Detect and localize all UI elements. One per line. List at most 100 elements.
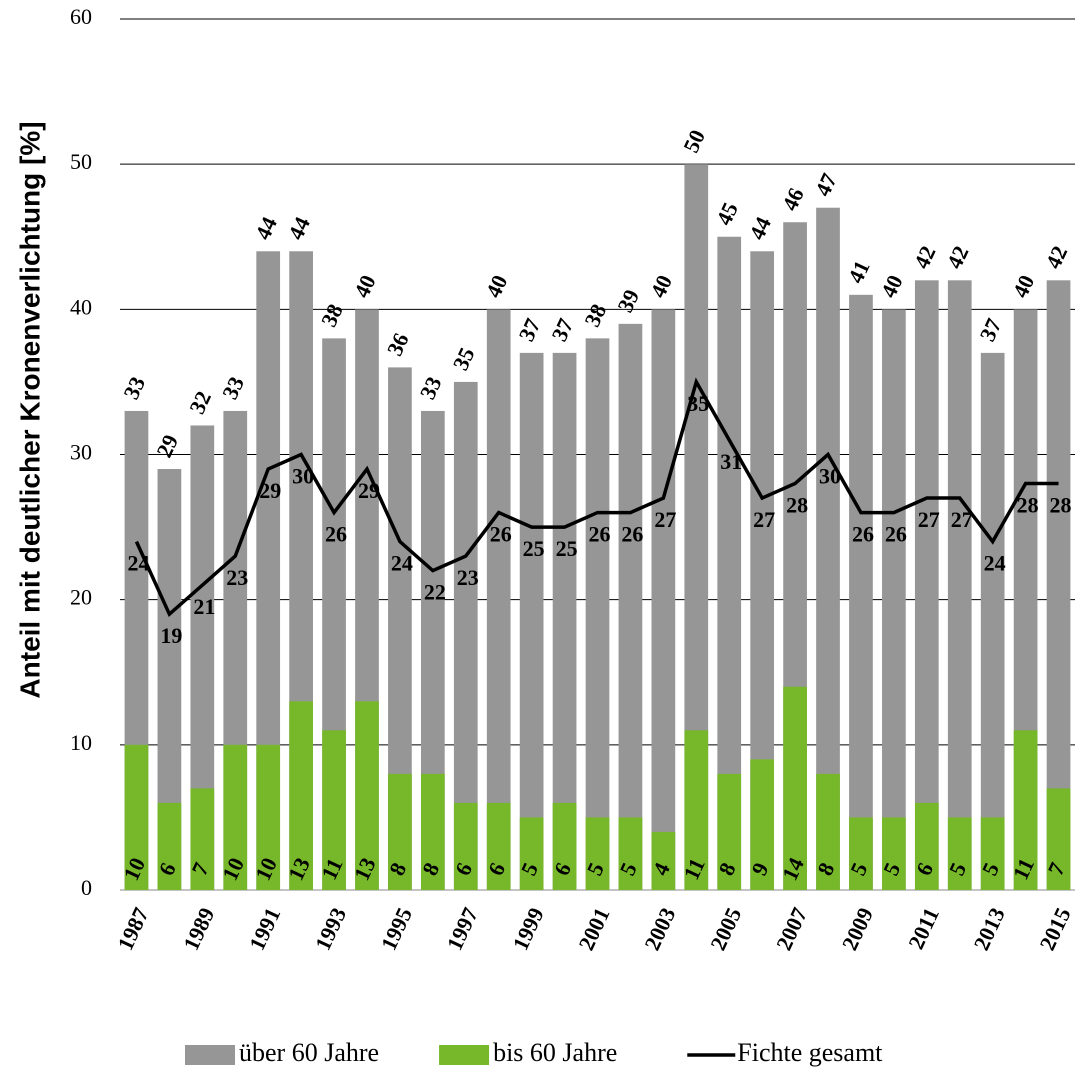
data-label: 44 (744, 213, 776, 244)
bar (816, 773, 840, 890)
bar (388, 367, 412, 890)
x-tick-label: 2011 (903, 904, 944, 953)
data-label: 42 (1040, 242, 1072, 273)
bar (618, 323, 643, 891)
data-label: 35 (687, 391, 709, 416)
data-label: 42 (909, 242, 941, 273)
data-label: 40 (481, 271, 513, 302)
y-tick-label: 50 (70, 149, 92, 174)
data-label: 29 (358, 478, 380, 503)
data-label: 40 (645, 271, 677, 302)
bar (684, 164, 709, 890)
bar (190, 788, 215, 890)
data-label: 23 (226, 565, 248, 590)
bar (552, 352, 577, 891)
data-label: 21 (193, 594, 215, 619)
data-label: 27 (753, 507, 775, 532)
legend-label: Fichte gesamt (737, 1038, 883, 1067)
bar (157, 469, 182, 890)
data-label: 26 (885, 522, 907, 547)
bar (947, 280, 972, 890)
bar (717, 773, 742, 890)
bar (552, 802, 577, 890)
x-tick-label: 2001 (573, 904, 614, 954)
data-label: 26 (852, 522, 874, 547)
bar (355, 701, 379, 890)
data-label: 27 (951, 507, 973, 532)
bar (256, 744, 281, 890)
y-tick-label: 10 (70, 730, 92, 755)
bar (289, 701, 313, 890)
bar (882, 817, 906, 890)
data-label: 31 (720, 449, 742, 474)
x-tick-label: 2003 (639, 904, 680, 954)
data-label: 27 (918, 507, 940, 532)
bar (1046, 280, 1071, 890)
bar (882, 309, 906, 890)
data-label: 19 (160, 623, 182, 648)
y-tick-label: 60 (70, 4, 92, 29)
data-label: 44 (250, 213, 282, 244)
y-axis-title: Anteil mit deutlicher Kronenverlichtung … (14, 121, 45, 698)
data-label: 26 (589, 522, 611, 547)
bar (519, 817, 544, 890)
x-tick-label: 1999 (507, 904, 548, 954)
data-label: 45 (711, 198, 743, 229)
data-label: 29 (259, 478, 281, 503)
bar (519, 352, 544, 891)
data-label: 28 (1050, 493, 1072, 518)
bar (223, 744, 248, 890)
bar (157, 802, 182, 890)
data-label: 28 (786, 493, 808, 518)
data-label: 25 (556, 536, 578, 561)
data-label: 30 (292, 464, 314, 489)
data-label: 40 (876, 271, 908, 302)
x-tick-label: 1995 (376, 904, 417, 954)
data-label: 23 (457, 565, 479, 590)
legend-swatch (185, 1045, 235, 1065)
y-tick-label: 0 (81, 875, 92, 900)
data-label: 29 (151, 431, 183, 462)
bar (914, 802, 939, 890)
data-label: 40 (349, 271, 381, 302)
bar (980, 817, 1005, 890)
bar (486, 309, 511, 890)
data-label: 30 (819, 464, 841, 489)
data-label: 32 (184, 387, 216, 418)
bar (322, 730, 346, 890)
data-label: 38 (579, 300, 611, 331)
x-tick-label: 2015 (1034, 904, 1075, 954)
data-label: 47 (810, 169, 842, 200)
bar (585, 817, 610, 890)
bar (585, 338, 610, 890)
bar (684, 730, 709, 890)
x-tick-label: 1997 (442, 904, 483, 954)
bar (783, 686, 807, 890)
x-tick-label: 2007 (771, 904, 812, 954)
bar (849, 294, 873, 891)
bar (618, 817, 643, 890)
data-label: 27 (654, 507, 676, 532)
bar (947, 817, 972, 890)
bar (980, 352, 1005, 891)
bar (453, 802, 478, 890)
bar (486, 802, 511, 890)
data-label: 26 (325, 522, 347, 547)
data-label: 22 (424, 580, 446, 605)
legend-swatch (439, 1045, 490, 1065)
data-label: 40 (1007, 271, 1039, 302)
bar (256, 251, 281, 890)
data-label: 26 (621, 522, 643, 547)
bar (190, 425, 215, 890)
data-label: 37 (974, 315, 1006, 346)
x-tick-label: 1987 (112, 904, 153, 954)
data-label: 28 (1017, 493, 1039, 518)
data-label: 38 (316, 300, 348, 331)
data-label: 33 (217, 373, 249, 404)
x-tick-label: 2013 (969, 904, 1010, 954)
data-label: 37 (546, 315, 578, 346)
data-label: 33 (118, 373, 150, 404)
x-tick-label: 1989 (178, 904, 219, 954)
data-label: 41 (843, 257, 875, 288)
